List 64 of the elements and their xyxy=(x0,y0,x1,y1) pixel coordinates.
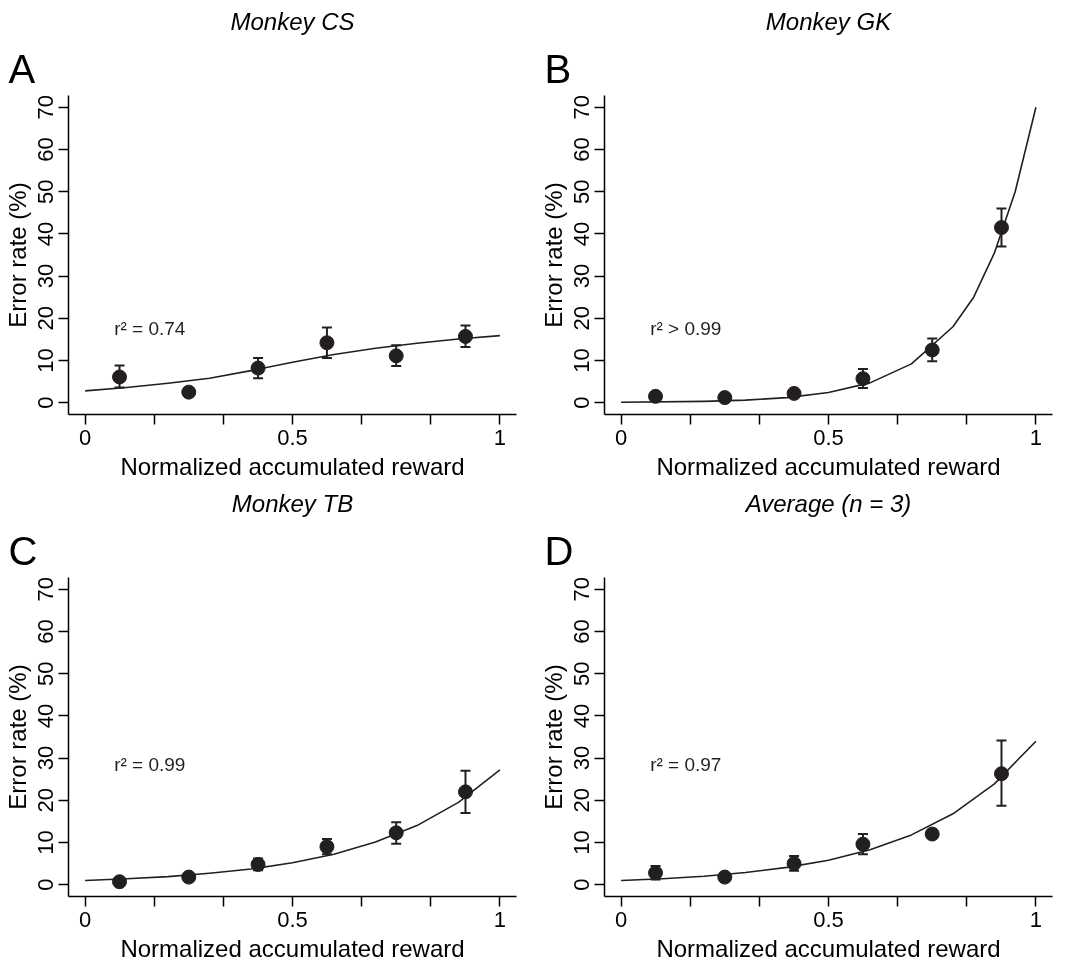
y-tick-label: 40 xyxy=(569,221,595,247)
x-tick-label: 0 xyxy=(614,424,628,450)
y-tick-label: 70 xyxy=(569,95,595,120)
x-tick-label: 1 xyxy=(1029,424,1043,450)
y-tick-label: 0 xyxy=(33,878,59,891)
x-axis-title: Normalized accumulated reward xyxy=(120,934,465,962)
x-tick-label: 0.5 xyxy=(277,424,308,450)
y-tick-label: 40 xyxy=(33,221,59,247)
annotation: r² > 0.99 xyxy=(650,318,722,340)
x-tick-label: 0 xyxy=(614,906,628,932)
y-tick-label: 70 xyxy=(569,577,595,602)
y-tick-label: 50 xyxy=(569,661,595,686)
x-tick-label: 0.5 xyxy=(277,906,308,932)
chart-title: Monkey GK xyxy=(765,7,893,35)
y-axis-title: Error rate (%) xyxy=(3,182,31,328)
chart-title: Average (n = 3) xyxy=(743,489,912,517)
y-tick-label: 60 xyxy=(33,619,59,644)
annotation: r² = 0.74 xyxy=(114,318,186,340)
y-tick-label: 30 xyxy=(33,263,59,289)
chart-title: Monkey TB xyxy=(231,489,354,517)
annotation: r² = 0.99 xyxy=(114,753,186,775)
x-tick-label: 1 xyxy=(493,424,507,450)
y-tick-label: 60 xyxy=(569,137,595,162)
x-axis-title: Normalized accumulated reward xyxy=(656,452,1001,480)
y-tick-label: 30 xyxy=(569,263,595,289)
y-tick-label: 20 xyxy=(33,788,59,813)
text: A xyxy=(8,46,36,91)
x-tick-label: 0 xyxy=(78,424,92,450)
y-tick-label: 0 xyxy=(569,396,595,409)
y-tick-label: 10 xyxy=(33,348,59,373)
y-tick-label: 20 xyxy=(569,306,595,331)
x-tick-label: 1 xyxy=(493,906,507,932)
x-axis-title: Normalized accumulated reward xyxy=(656,934,1001,962)
y-tick-label: 50 xyxy=(33,179,59,204)
text: C xyxy=(8,528,38,573)
y-tick-label: 60 xyxy=(33,137,59,162)
y-tick-label: 0 xyxy=(569,878,595,891)
y-tick-label: 30 xyxy=(33,745,59,771)
y-tick-label: 40 xyxy=(569,703,595,729)
x-tick-label: 0.5 xyxy=(813,906,844,932)
y-tick-label: 70 xyxy=(33,95,59,120)
y-tick-label: 10 xyxy=(569,348,595,373)
y-tick-label: 50 xyxy=(33,661,59,686)
y-tick-label: 20 xyxy=(33,306,59,331)
x-tick-label: 0.5 xyxy=(813,424,844,450)
text: B xyxy=(544,46,572,91)
chart-title: Monkey CS xyxy=(230,7,355,35)
x-tick-label: 0 xyxy=(78,906,92,932)
annotation: r² = 0.97 xyxy=(650,753,722,775)
y-tick-label: 40 xyxy=(33,703,59,729)
y-tick-label: 10 xyxy=(33,830,59,855)
y-axis-title: Error rate (%) xyxy=(3,664,31,810)
y-axis-title: Error rate (%) xyxy=(539,664,567,810)
y-tick-label: 70 xyxy=(33,577,59,602)
y-tick-label: 10 xyxy=(569,830,595,855)
y-tick-label: 20 xyxy=(569,788,595,813)
y-tick-label: 0 xyxy=(33,396,59,409)
y-tick-label: 50 xyxy=(569,179,595,204)
y-axis-title: Error rate (%) xyxy=(539,182,567,328)
y-tick-label: 30 xyxy=(569,745,595,771)
y-tick-label: 60 xyxy=(569,619,595,644)
x-tick-label: 1 xyxy=(1029,906,1043,932)
text: D xyxy=(544,528,574,573)
x-axis-title: Normalized accumulated reward xyxy=(120,452,465,480)
